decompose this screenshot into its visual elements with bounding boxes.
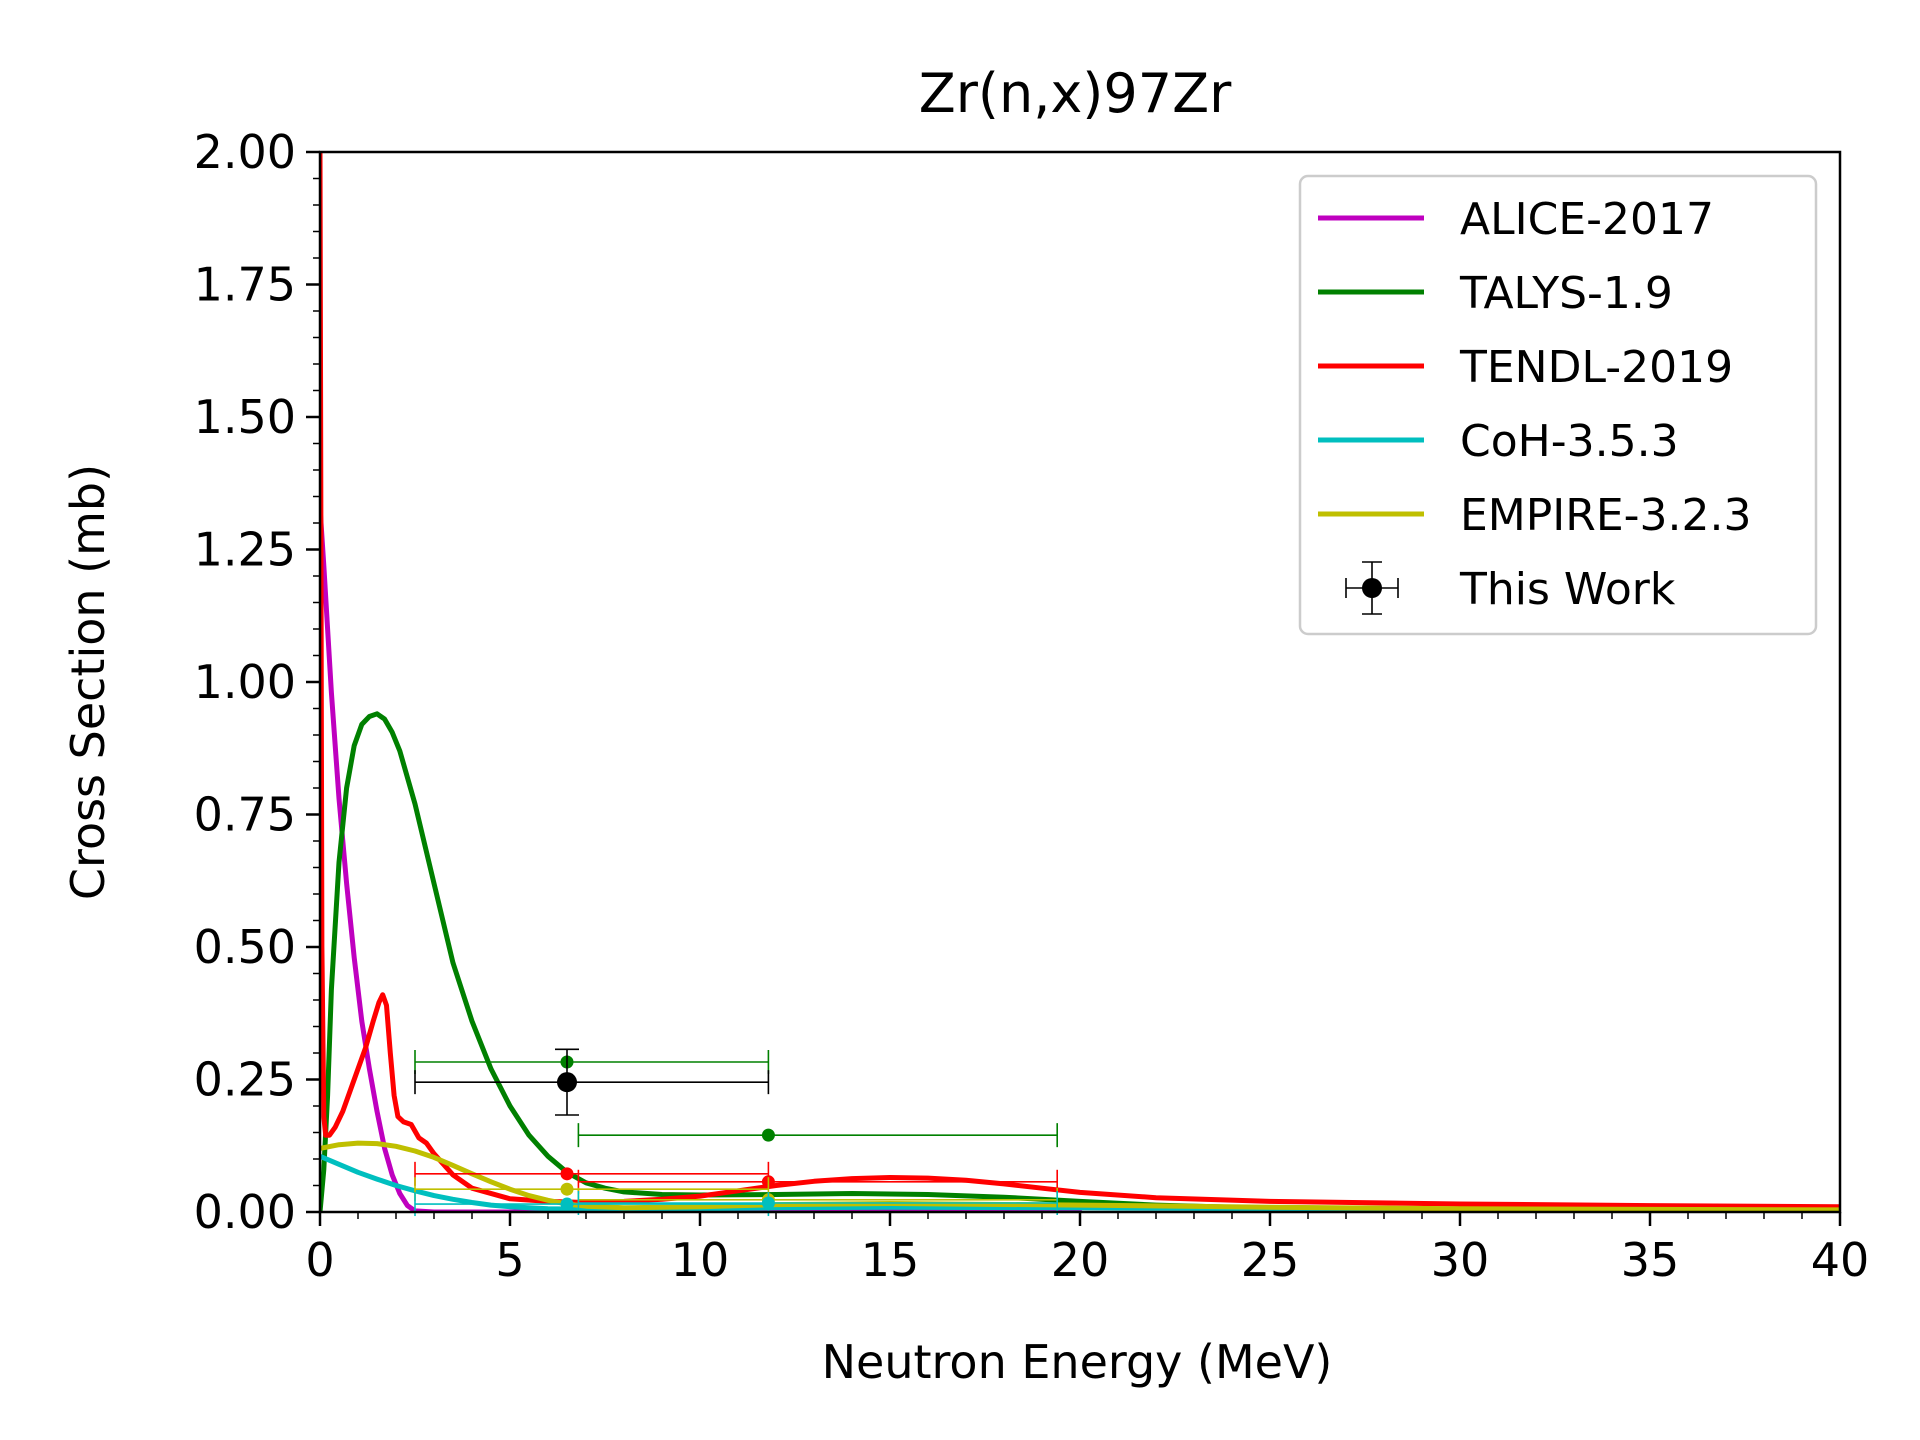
x-axis: 0 5 10 15 20 25 30 35 40: [305, 1212, 1869, 1287]
y-tick-label: 2.00: [194, 125, 296, 179]
model-point-empire-3-2-3: [414, 1177, 770, 1202]
legend-box: [1298, 174, 1818, 636]
model-point-tendl-2019: [414, 1161, 770, 1186]
legend-label: ALICE-2017: [1460, 194, 1714, 245]
legend-item-tendl-2019: TENDL-2019: [1318, 342, 1733, 393]
x-tick-label: 25: [1241, 1233, 1300, 1287]
model-point-talys-1-9: [577, 1123, 1058, 1148]
y-tick-label: 0.50: [194, 920, 296, 974]
error-bars: [414, 1048, 1058, 1217]
legend-label: TALYS-1.9: [1459, 268, 1673, 319]
x-tick-label: 0: [305, 1233, 334, 1287]
x-tick-label: 10: [671, 1233, 730, 1287]
y-tick-label: 1.75: [194, 258, 296, 312]
series-curves: [320, 152, 1840, 1212]
legend-label: This Work: [1459, 564, 1676, 615]
legend-label: EMPIRE-3.2.3: [1460, 490, 1751, 541]
series-line-alice-2017: [320, 504, 1083, 1212]
series-line-coh-3-5-3: [320, 1153, 1840, 1212]
x-tick-label: 40: [1811, 1233, 1870, 1287]
x-tick-label: 20: [1051, 1233, 1110, 1287]
y-axis-label: Cross Section (mb): [61, 464, 115, 900]
legend-label: CoH-3.5.3: [1460, 416, 1679, 467]
legend-item-talys-1-9: TALYS-1.9: [1318, 268, 1673, 319]
y-tick-label: 0.75: [194, 788, 296, 842]
legend-item-alice-2017: ALICE-2017: [1318, 194, 1714, 245]
x-tick-label: 30: [1431, 1233, 1490, 1287]
y-tick-label: 1.00: [194, 655, 296, 709]
y-tick-label: 1.50: [194, 390, 296, 444]
legend: ALICE-2017 TALYS-1.9 TENDL-2019 CoH-3.5.3 EM…: [1298, 174, 1818, 636]
model-point-talys-1-9: [414, 1050, 770, 1075]
model-point-coh-3-5-3: [414, 1192, 770, 1217]
y-axis: 0.00 0.25 0.50 0.75 1.00 1.25 1.50 1.75 2.00: [194, 125, 320, 1239]
series-line-empire-3-2-3: [320, 1140, 1840, 1212]
x-tick-label: 5: [495, 1233, 524, 1287]
legend-item-coh-3-5-3: CoH-3.5.3: [1318, 416, 1679, 467]
series-line-talys-1-9: [320, 711, 1840, 1212]
chart-title: Zr(n,x)97Zr: [919, 62, 1232, 125]
y-tick-label: 0.25: [194, 1053, 296, 1107]
x-axis-label: Neutron Energy (MeV): [822, 1335, 1333, 1389]
y-tick-label: 0.00: [194, 1185, 296, 1239]
legend-label: TENDL-2019: [1459, 342, 1733, 393]
legend-item-this-work: This Work: [1345, 561, 1676, 615]
x-tick-label: 35: [1621, 1233, 1680, 1287]
series-line-tendl-2019: [320, 152, 1840, 1210]
x-tick-label: 15: [861, 1233, 920, 1287]
legend-item-empire-3-2-3: EMPIRE-3.2.3: [1318, 490, 1751, 541]
experimental-point: [414, 1048, 770, 1116]
y-tick-label: 1.25: [194, 523, 296, 577]
